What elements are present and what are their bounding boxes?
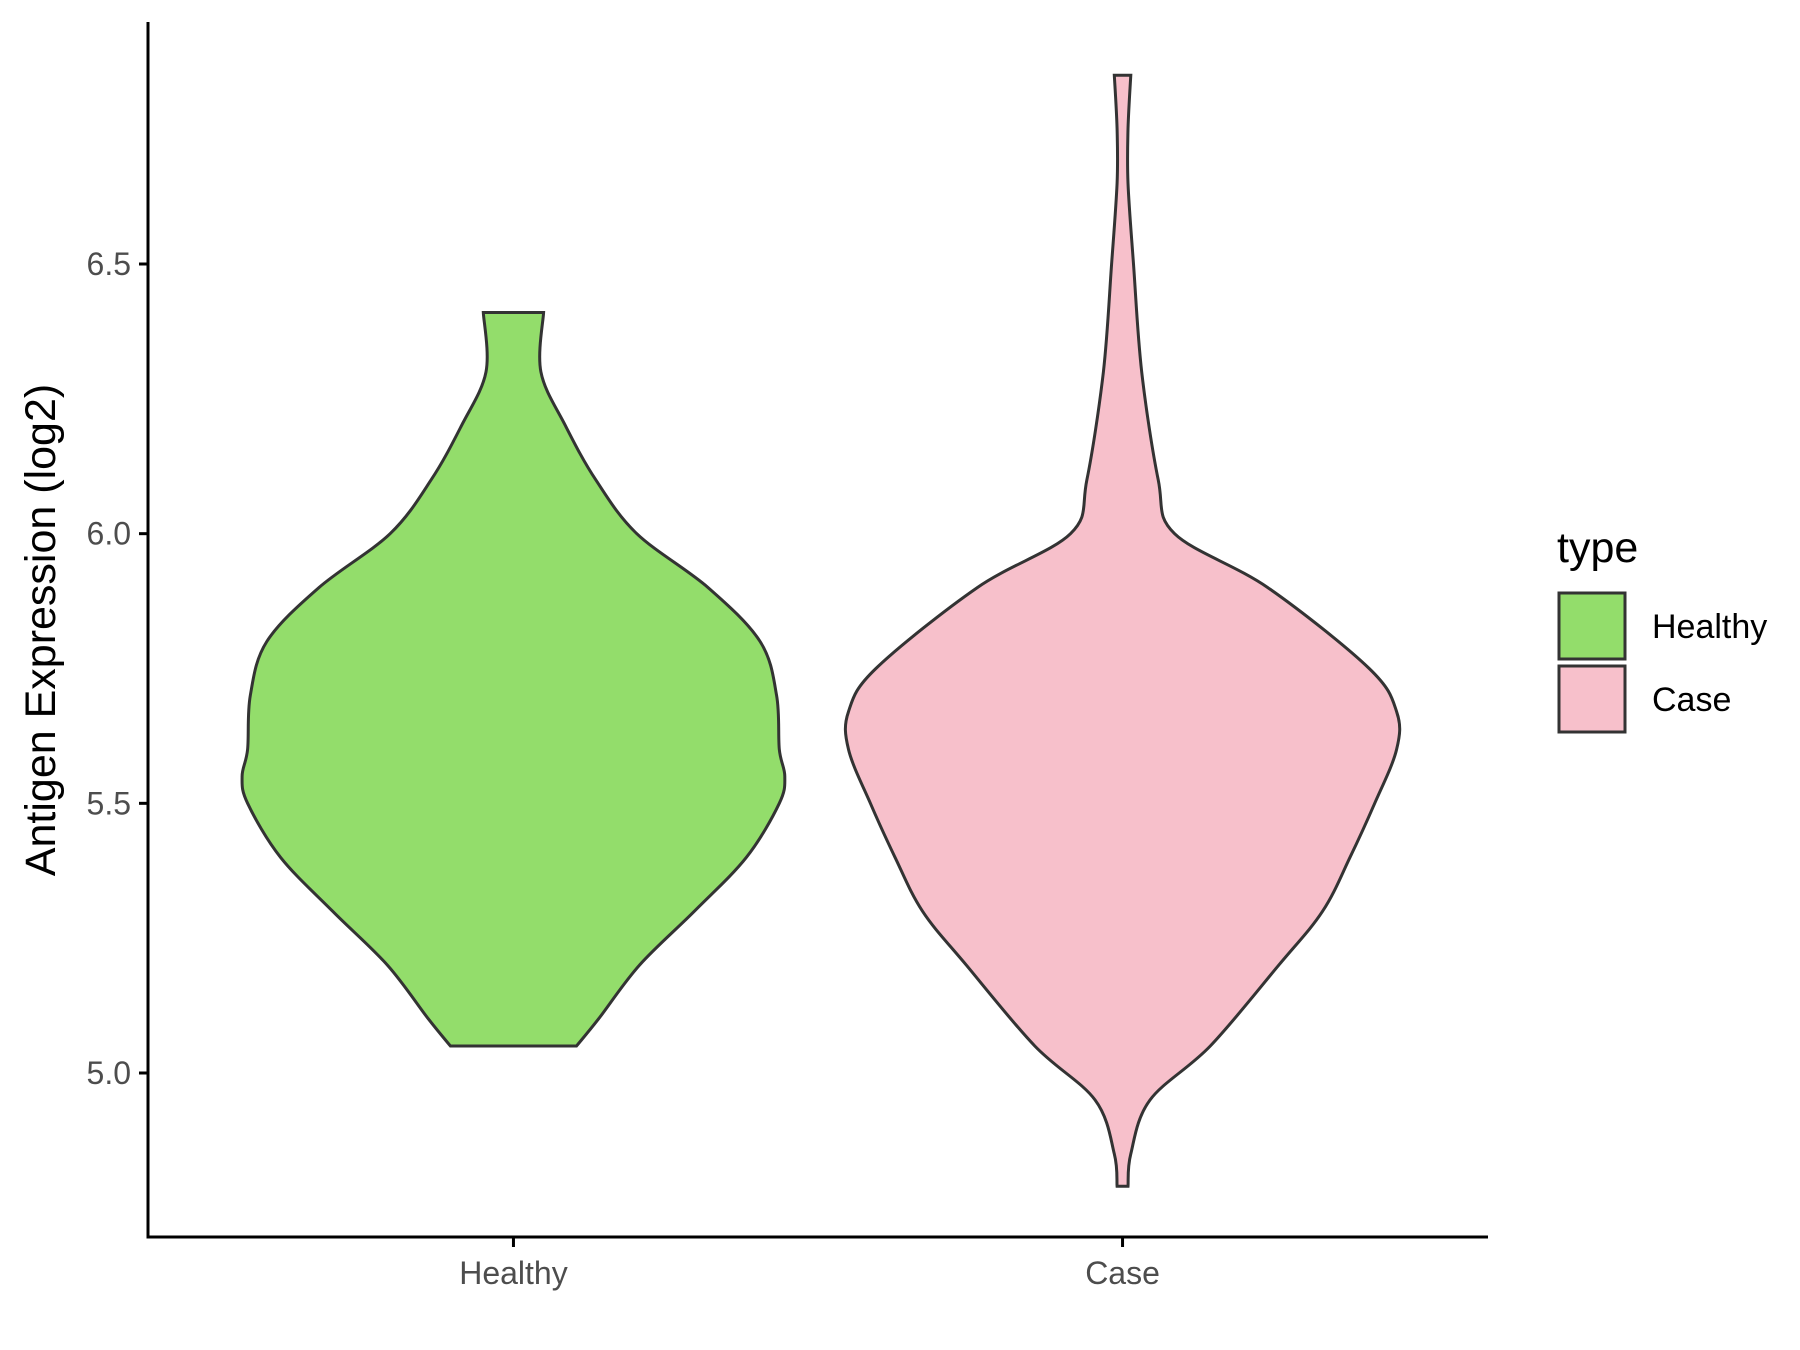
legend-key-case bbox=[1557, 664, 1627, 734]
legend-key-healthy bbox=[1557, 591, 1627, 661]
x-axis-ticks: Healthy Case bbox=[459, 1237, 1160, 1291]
violin-layer bbox=[240, 73, 1402, 1188]
legend-label-case: Case bbox=[1652, 681, 1731, 719]
violin-case bbox=[843, 73, 1402, 1188]
y-tick-label: 6.0 bbox=[87, 516, 131, 552]
legend: type Healthy Case bbox=[1557, 524, 1767, 734]
legend-items: Healthy Case bbox=[1557, 591, 1767, 734]
x-tick-label: Healthy bbox=[459, 1255, 568, 1291]
legend-title: type bbox=[1557, 524, 1638, 572]
x-tick-label: Case bbox=[1085, 1255, 1160, 1291]
y-axis-ticks: 5.0 5.5 6.0 6.5 bbox=[87, 246, 148, 1091]
y-tick-label: 5.5 bbox=[87, 785, 131, 821]
y-tick-label: 5.0 bbox=[87, 1055, 131, 1091]
violin-healthy bbox=[240, 311, 787, 1048]
y-axis-title: Antigen Expression (log2) bbox=[17, 384, 65, 876]
y-tick-label: 6.5 bbox=[87, 246, 131, 282]
legend-label-healthy: Healthy bbox=[1652, 608, 1767, 646]
